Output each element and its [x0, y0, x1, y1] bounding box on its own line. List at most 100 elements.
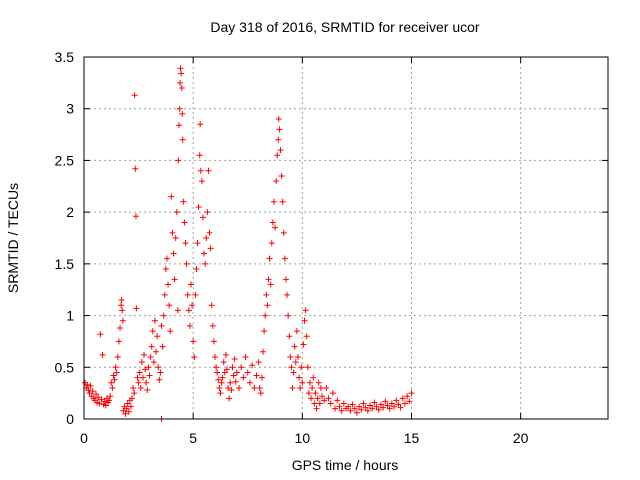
data-point	[84, 381, 91, 388]
data-point	[315, 379, 322, 386]
data-point	[358, 406, 365, 413]
data-point	[208, 302, 215, 309]
y-tick-label: 2	[66, 204, 74, 220]
data-point	[219, 374, 226, 381]
data-point	[155, 364, 162, 371]
data-point	[110, 372, 117, 379]
y-tick-label: 1.5	[55, 256, 75, 272]
data-point	[205, 167, 212, 174]
data-point	[325, 395, 332, 402]
data-point	[123, 405, 130, 412]
data-point	[179, 110, 186, 117]
data-point	[238, 364, 245, 371]
data-point	[380, 404, 387, 411]
data-point	[120, 407, 127, 414]
data-point	[172, 235, 179, 241]
data-point	[148, 343, 155, 350]
x-axis-label: GPS time / hours	[292, 457, 399, 473]
data-point	[118, 302, 125, 309]
y-tick-label: 0	[66, 411, 74, 427]
data-point	[149, 328, 156, 335]
data-point	[371, 399, 378, 406]
data-point	[253, 372, 260, 379]
data-point	[115, 338, 122, 345]
data-point	[397, 404, 404, 411]
data-point	[210, 338, 217, 345]
data-point	[185, 307, 192, 314]
data-point	[334, 397, 341, 404]
data-point	[93, 391, 100, 398]
data-point	[99, 351, 106, 358]
data-point	[351, 405, 358, 412]
data-point	[240, 374, 247, 381]
data-point	[233, 369, 240, 376]
data-point	[132, 165, 139, 172]
data-point	[212, 353, 218, 360]
data-point	[151, 317, 158, 324]
data-point	[302, 307, 309, 314]
data-point	[150, 359, 157, 366]
data-point	[118, 297, 125, 304]
data-point	[327, 400, 334, 407]
data-point	[353, 409, 360, 416]
data-point	[108, 379, 115, 386]
data-point	[221, 369, 228, 376]
data-point	[258, 374, 265, 381]
data-point	[187, 281, 194, 288]
data-point	[106, 397, 113, 404]
data-point	[139, 374, 146, 381]
data-point	[174, 307, 181, 314]
data-point	[266, 255, 273, 262]
data-point	[207, 245, 214, 252]
axis-ticks: 0 5 10 15 20 0 0.5 1 1.5 2 2.5 3 3.5	[55, 49, 608, 446]
data-point	[236, 384, 243, 391]
data-point	[109, 384, 116, 391]
data-point	[157, 369, 164, 376]
data-point	[173, 209, 180, 216]
data-point	[286, 333, 293, 340]
y-axis-label: SRMTID / TECUs	[5, 183, 21, 293]
data-point	[280, 229, 287, 236]
data-point	[186, 322, 193, 329]
data-point	[181, 219, 188, 226]
data-point	[329, 390, 336, 397]
data-point	[175, 157, 182, 164]
data-point	[263, 291, 270, 298]
data-point	[197, 121, 204, 128]
data-point	[345, 403, 352, 410]
data-point	[284, 291, 291, 298]
data-point	[154, 333, 161, 340]
data-point	[255, 359, 262, 366]
data-point	[117, 324, 124, 331]
data-point	[260, 348, 267, 355]
data-point	[228, 387, 235, 394]
data-point	[384, 402, 391, 409]
data-point	[310, 374, 317, 381]
data-point	[196, 152, 203, 159]
data-point	[305, 390, 312, 397]
data-point	[264, 302, 271, 309]
data-point	[244, 369, 251, 376]
data-point	[125, 408, 132, 415]
data-point	[170, 250, 177, 257]
data-point	[323, 384, 330, 391]
data-point	[362, 404, 369, 411]
data-point	[401, 400, 408, 407]
data-point	[131, 92, 138, 99]
data-point	[190, 338, 197, 345]
data-point	[399, 395, 406, 402]
x-tick-label: 10	[295, 430, 311, 446]
data-point	[308, 395, 315, 402]
data-point	[230, 372, 237, 379]
data-point	[311, 400, 318, 407]
data-point	[144, 387, 151, 394]
data-point	[282, 276, 289, 283]
data-point	[312, 390, 319, 397]
data-point	[265, 276, 272, 283]
data-point	[162, 266, 169, 273]
y-tick-label: 1	[66, 308, 74, 324]
data-point	[195, 203, 202, 210]
data-point	[203, 235, 210, 241]
chart-title: Day 318 of 2016, SRMTID for receiver uco…	[210, 19, 480, 35]
data-point	[304, 364, 311, 371]
